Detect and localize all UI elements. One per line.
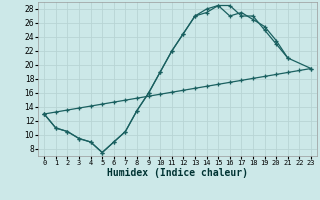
- X-axis label: Humidex (Indice chaleur): Humidex (Indice chaleur): [107, 168, 248, 178]
